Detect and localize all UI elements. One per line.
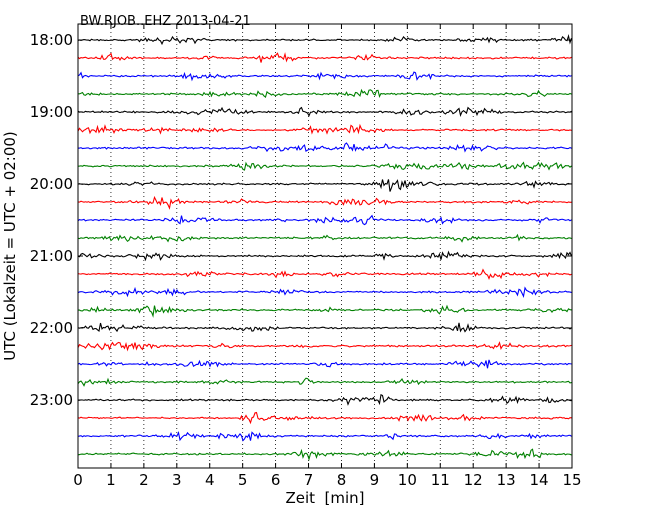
trace-2130 [77,286,572,299]
trace-1945 [77,161,572,171]
x-tick-label: 15 [562,471,581,489]
trace-2045 [77,233,572,243]
y-axis: 18:00 19:00 20:00 21:00 22:00 23:00 [30,31,572,409]
y-axis-label: UTC (Lokalzeit = UTC + 02:00) [1,131,19,361]
grid-lines [110,24,540,468]
trace-2315 [77,411,572,425]
x-tick-label: 1 [106,471,116,489]
trace-2115 [77,268,572,280]
y-tick-label: 18:00 [30,31,73,49]
y-tick-label: 20:00 [30,175,73,193]
trace-2345 [77,448,572,462]
trace-1815 [77,52,572,63]
x-tick-label: 10 [398,471,417,489]
y-tick-label: 23:00 [30,391,73,409]
plot-frame [77,23,573,469]
x-tick-label: 3 [172,471,182,489]
x-tick-label: 11 [431,471,450,489]
x-tick-label: 13 [497,471,516,489]
trace-1845 [77,88,572,98]
x-tick-label: 5 [238,471,248,489]
y-tick-label: 22:00 [30,319,73,337]
trace-2030 [77,214,572,226]
x-tick-label: 14 [530,471,549,489]
x-tick-label: 6 [271,471,281,489]
trace-2200 [77,322,572,333]
x-tick-label: 0 [73,471,83,489]
trace-2230 [77,359,572,369]
seismic-traces [77,33,573,462]
x-axis: 0 1 2 3 4 5 6 7 8 9 10 11 12 13 14 15 [73,24,582,489]
y-tick-label: 21:00 [30,247,73,265]
trace-2100 [77,250,573,262]
x-tick-label: 4 [205,471,215,489]
x-tick-label: 2 [139,471,149,489]
x-tick-label: 12 [464,471,483,489]
trace-1800 [77,33,573,46]
trace-2145 [77,304,572,318]
x-tick-label: 8 [337,471,347,489]
trace-1900 [77,106,572,118]
trace-1915 [77,123,572,135]
trace-2000 [77,179,572,192]
trace-2245 [77,377,572,387]
x-tick-label: 7 [304,471,314,489]
trace-2330 [77,431,572,442]
y-tick-label: 19:00 [30,103,73,121]
x-axis-label: Zeit [min] [285,489,364,507]
trace-1830 [77,71,572,82]
trace-2015 [77,195,572,210]
x-tick-label: 9 [370,471,380,489]
trace-2300 [77,393,572,406]
chart-title: BW.RJOB..EHZ 2013-04-21 [80,14,251,29]
trace-1930 [77,142,572,153]
trace-2215 [77,341,572,352]
